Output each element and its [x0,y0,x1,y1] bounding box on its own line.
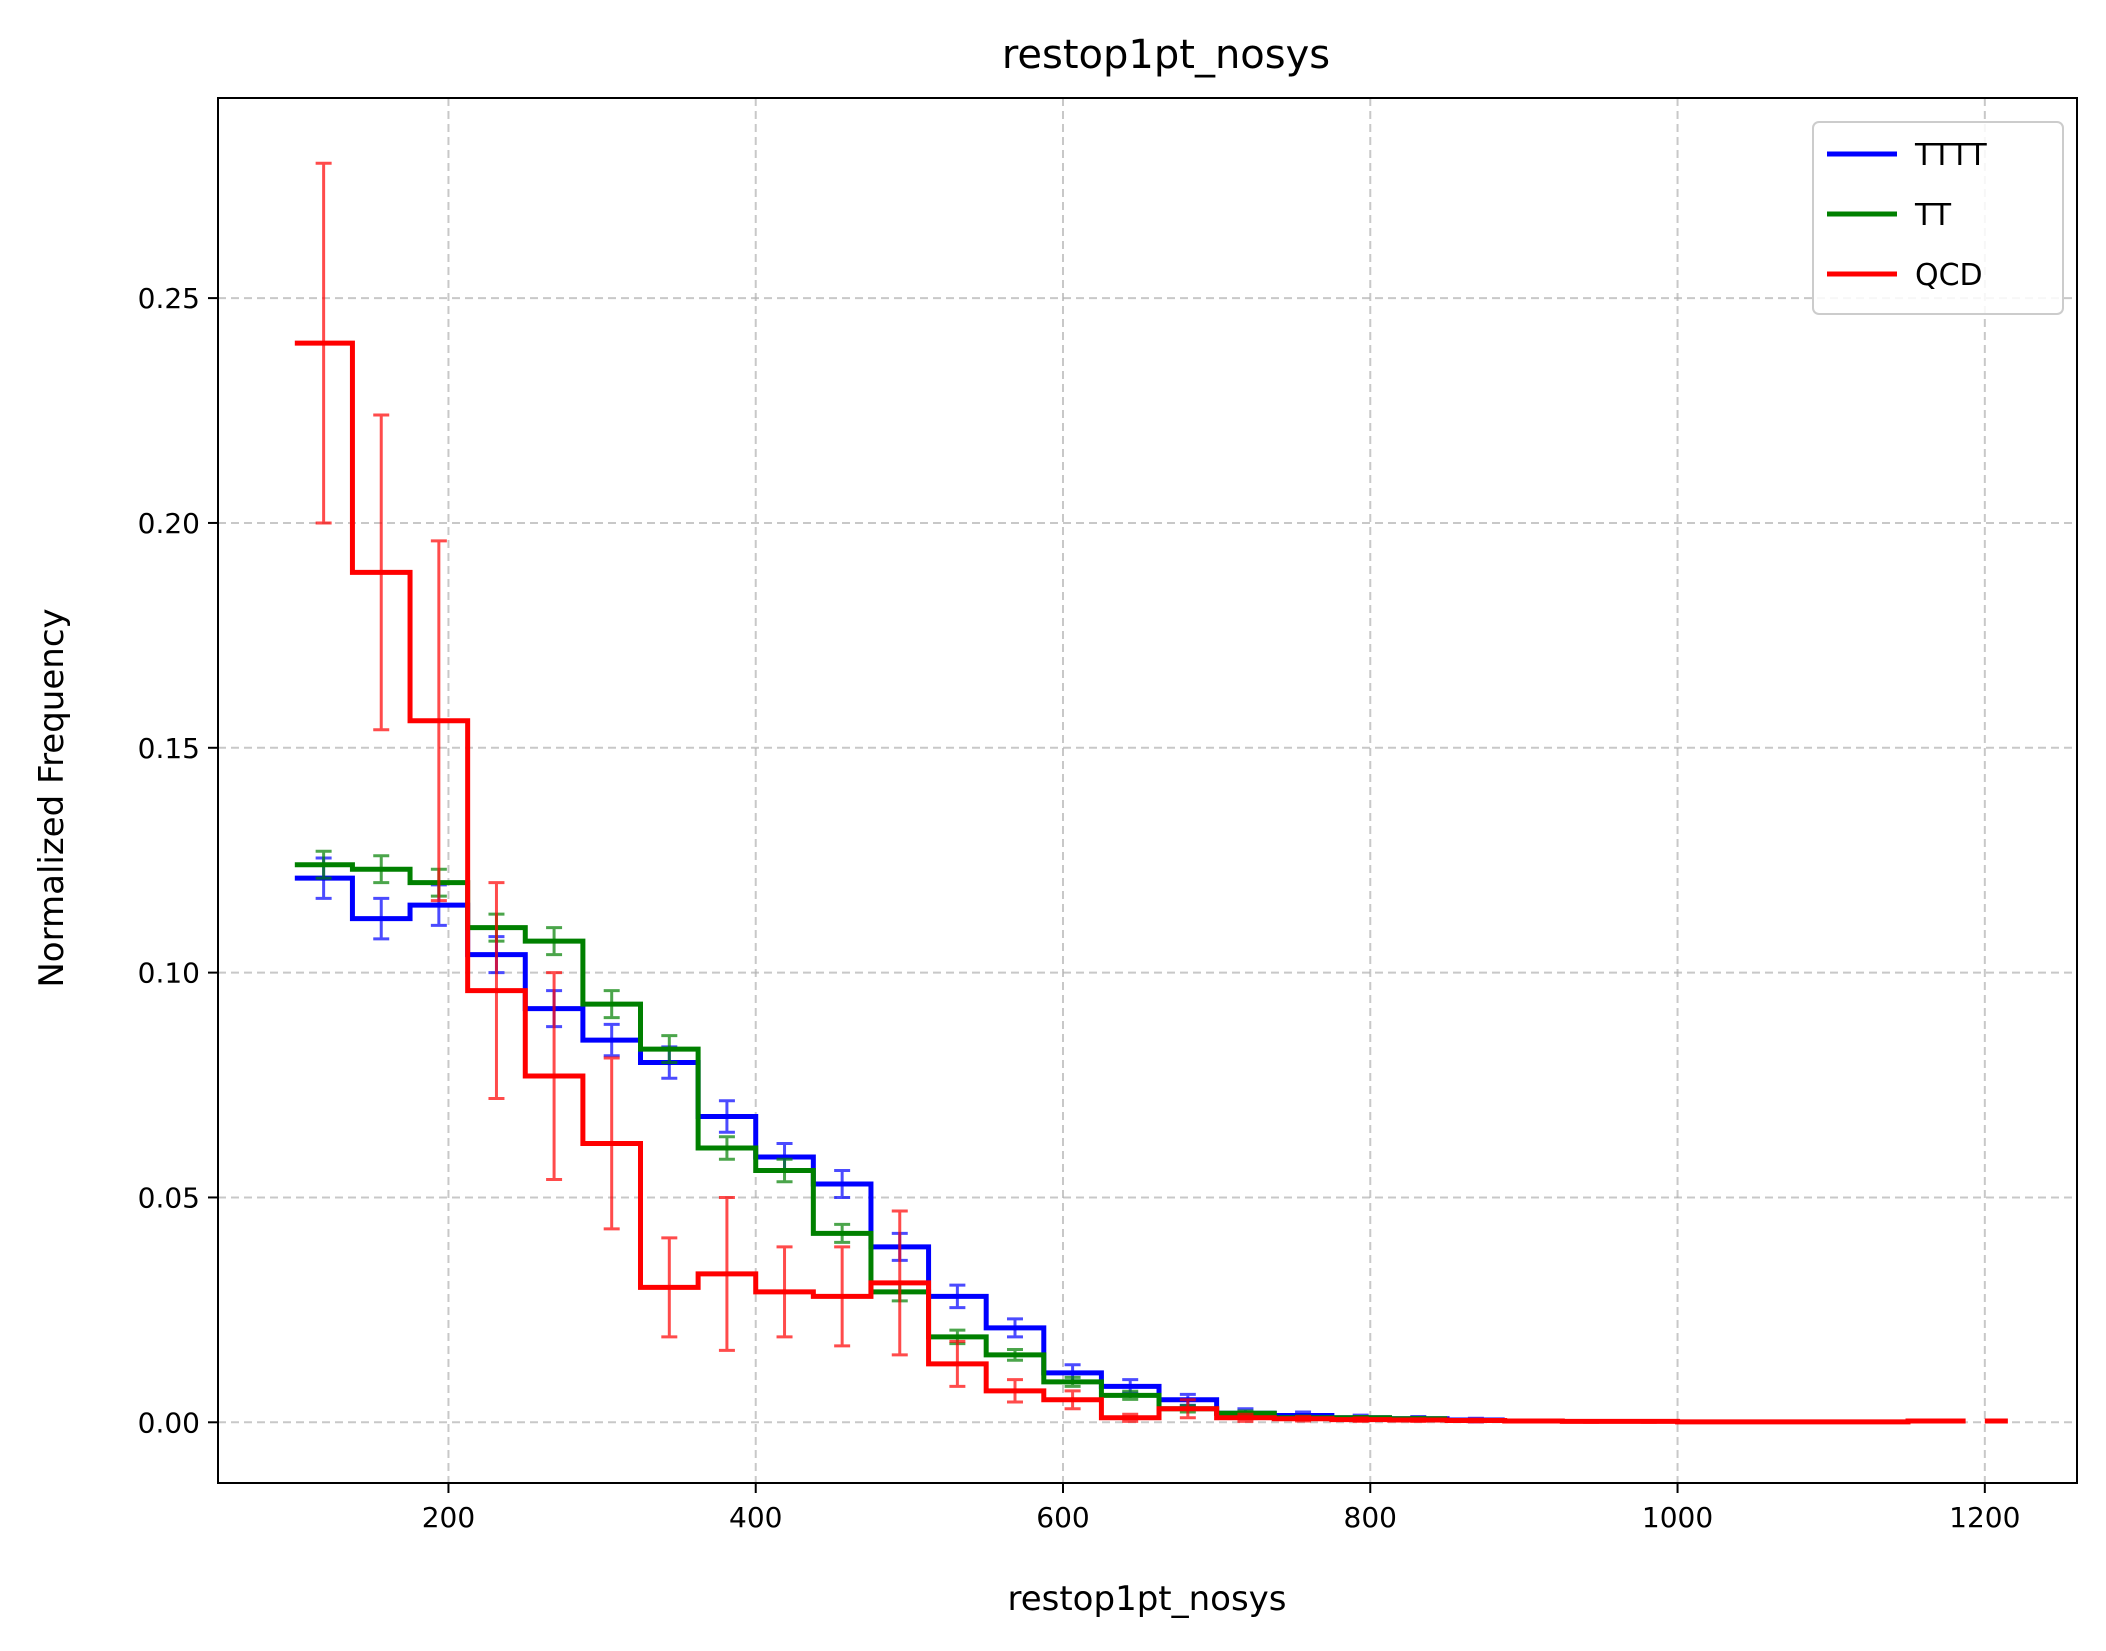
x-tick-label: 800 [1344,1501,1397,1534]
legend-label-tttt: TTTT [1914,138,1987,173]
error-bar [1467,1417,1484,1424]
error-bar [603,1022,620,1058]
error-bar [1006,1347,1023,1362]
y-tick-label: 0.15 [138,732,200,765]
y-tick-label: 0.05 [138,1181,200,1214]
error-bar [1640,1418,1657,1424]
error-bar [1237,1412,1254,1423]
error-bar [1698,1419,1715,1424]
error-bar [661,1034,678,1065]
error-bar [1755,1419,1772,1424]
error-bar [891,1209,908,1357]
x-axis-label: restop1pt_nosys [1007,1579,1286,1619]
error-bar [661,1236,678,1339]
y-tick-label: 0.10 [138,957,200,990]
y-tick-label: 0.00 [138,1406,200,1439]
error-bar [1064,1389,1081,1411]
error-bar [1295,1414,1312,1423]
error-bar [1928,1418,1945,1424]
error-bar [1813,1419,1830,1424]
error-bar [1525,1418,1542,1424]
error-bar [776,1245,793,1339]
error-bar [1871,1419,1888,1424]
error-bar [834,1168,851,1199]
error-bar [1410,1417,1427,1423]
error-bar [834,1222,851,1244]
chart-title: restop1pt_nosys [1002,32,1330,78]
error-bar [1179,1398,1196,1420]
x-tick-label: 1000 [1642,1501,1713,1534]
error-bar [488,881,505,1101]
legend-box [1812,121,2064,315]
error-bar [315,161,332,525]
x-tick-label: 1200 [1949,1501,2020,1534]
series-qcd [294,161,1966,1425]
error-bar [546,971,563,1181]
error-bar [1122,1412,1139,1423]
error-bar [1006,1378,1023,1404]
error-bar [1064,1375,1081,1388]
error-bar [546,926,563,957]
error-bar [1006,1317,1023,1339]
y-axis-label: Normalized Frequency [32,608,72,987]
error-bar [1352,1416,1369,1423]
x-tick-label: 600 [1036,1501,1089,1534]
error-bar [949,1339,966,1388]
x-tick-label: 400 [729,1501,782,1534]
legend-label-tt: TT [1914,198,1952,233]
error-bar [1122,1389,1139,1401]
error-bar [373,854,390,885]
plot-frame [217,97,2078,1484]
error-bar [776,1157,793,1184]
error-bar [834,1245,851,1348]
error-bar [315,849,332,880]
error-bar [603,989,620,1020]
error-bar [373,413,390,732]
axes-layer: 200 400 600 800 1000 1200 0.00 0.05 0.10 0.15 0.20… [138,97,2078,1534]
y-tick-label: 0.20 [138,507,200,540]
error-bar [718,1195,735,1352]
error-bar [603,1056,620,1231]
error-bar [373,896,390,941]
error-bar [718,1099,735,1134]
y-tick-label: 0.25 [138,282,200,315]
error-bar [430,539,447,903]
error-bar [1583,1418,1600,1424]
series-layer [294,161,2008,1425]
x-tick-label: 200 [422,1501,475,1534]
error-bar [718,1135,735,1161]
legend-label-qcd: QCD [1915,258,1983,293]
error-bar [949,1283,966,1310]
